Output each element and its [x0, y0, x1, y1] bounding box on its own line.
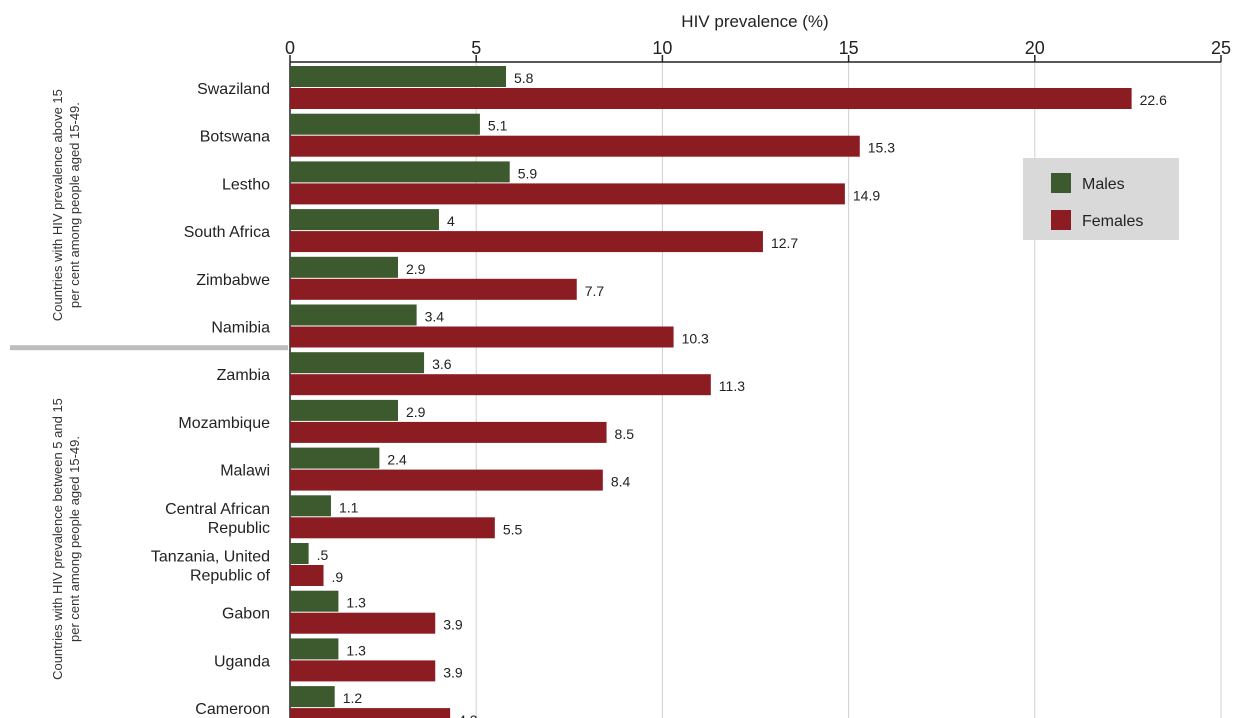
- x-tick-label-0: 0: [285, 38, 295, 58]
- value-label-botswana-males: 5.1: [488, 118, 508, 134]
- category-label-namibia: Namibia: [211, 320, 270, 337]
- bar-uganda-males: [290, 638, 339, 660]
- category-label-central-african-republic: Central African Republic: [165, 501, 270, 537]
- legend-label-males: Males: [1082, 176, 1125, 193]
- bar-tanzania-united-republic-of-females: [290, 565, 324, 586]
- value-label-namibia-females: 10.3: [682, 331, 709, 347]
- value-label-central-african-republic-males: 1.1: [339, 499, 359, 515]
- category-label-lestho: Lestho: [222, 176, 270, 193]
- bar-lestho-females: [290, 183, 845, 205]
- bar-botswana-males: [290, 113, 480, 135]
- value-label-malawi-females: 8.4: [611, 474, 631, 490]
- value-label-swaziland-females: 22.6: [1140, 92, 1167, 108]
- value-label-namibia-males: 3.4: [425, 309, 445, 325]
- bar-gabon-males: [290, 590, 339, 612]
- category-label-south-africa: South Africa: [184, 224, 270, 241]
- group-labels: Countries with HIV prevalence above 15 pe…: [10, 89, 288, 680]
- x-tick-label-20: 20: [1025, 38, 1045, 58]
- group-label-2: Countries with HIV prevalence between 5 …: [50, 398, 82, 680]
- value-label-gabon-males: 1.3: [346, 595, 366, 611]
- value-label-cameroon-males: 1.2: [343, 690, 363, 706]
- value-label-south-africa-males: 4: [447, 213, 455, 229]
- bar-central-african-republic-females: [290, 517, 495, 539]
- bar-mozambique-females: [290, 421, 607, 443]
- category-label-swaziland: Swaziland: [197, 81, 270, 98]
- value-label-tanzania-united-republic-of-females: .9: [332, 569, 344, 585]
- category-label-gabon: Gabon: [222, 606, 270, 623]
- bar-namibia-males: [290, 304, 417, 326]
- bar-namibia-females: [290, 326, 674, 348]
- bar-swaziland-males: [290, 66, 506, 87]
- value-label-lestho-males: 5.9: [518, 165, 538, 181]
- category-label-tanzania-united-republic-of: Tanzania, United Republic of: [151, 549, 271, 585]
- bar-tanzania-united-republic-of-males: [290, 543, 309, 564]
- x-tick-label-5: 5: [471, 38, 481, 58]
- legend-swatch-females: [1051, 210, 1071, 230]
- bar-botswana-females: [290, 135, 860, 157]
- bar-south-africa-males: [290, 209, 439, 231]
- value-label-uganda-females: 3.9: [443, 664, 463, 680]
- value-label-swaziland-males: 5.8: [514, 70, 534, 86]
- legend-swatch-males: [1051, 173, 1071, 193]
- bar-zambia-males: [290, 352, 425, 374]
- category-label-cameroon: Cameroon: [195, 701, 270, 718]
- category-labels: Swaziland Botswana Lestho South Africa Zimba…: [151, 81, 271, 718]
- bar-south-africa-females: [290, 231, 763, 253]
- bar-cameroon-males: [290, 686, 335, 708]
- bar-zambia-females: [290, 374, 711, 396]
- bar-malawi-females: [290, 469, 603, 491]
- value-label-tanzania-united-republic-of-males: .5: [317, 547, 329, 563]
- x-tick-label-25: 25: [1211, 38, 1231, 58]
- bar-swaziland-females: [290, 88, 1132, 109]
- category-label-mozambique: Mozambique: [178, 415, 270, 432]
- bar-uganda-females: [290, 660, 436, 682]
- category-label-malawi: Malawi: [220, 463, 270, 480]
- bar-central-african-republic-males: [290, 495, 331, 517]
- value-label-zambia-females: 11.3: [719, 378, 745, 394]
- group-separator: [10, 345, 288, 351]
- value-label-zimbabwe-females: 7.7: [585, 283, 605, 299]
- value-label-botswana-females: 15.3: [868, 140, 895, 156]
- legend-box: [1023, 158, 1179, 240]
- bar-malawi-males: [290, 447, 380, 469]
- value-label-mozambique-females: 8.5: [615, 426, 635, 442]
- value-label-uganda-males: 1.3: [346, 642, 366, 658]
- bar-lestho-males: [290, 161, 510, 183]
- value-label-zambia-males: 3.6: [432, 356, 452, 372]
- value-label-central-african-republic-females: 5.5: [503, 521, 523, 537]
- bar-zimbabwe-males: [290, 256, 398, 278]
- bar-gabon-females: [290, 612, 436, 634]
- bar-zimbabwe-females: [290, 278, 577, 300]
- category-label-botswana: Botswana: [200, 129, 270, 146]
- x-tick-label-15: 15: [839, 38, 859, 58]
- x-axis-title: HIV prevalence (%): [681, 12, 828, 31]
- value-label-mozambique-males: 2.9: [406, 404, 426, 420]
- x-tick-label-10: 10: [652, 38, 672, 58]
- category-label-uganda: Uganda: [214, 653, 270, 670]
- value-label-cameroon-females: 4.3: [458, 712, 478, 718]
- category-label-zambia: Zambia: [217, 367, 270, 384]
- value-label-zimbabwe-males: 2.9: [406, 261, 426, 277]
- group-label-1: Countries with HIV prevalence above 15 pe…: [50, 89, 82, 321]
- bars: 5.8 22.6 5.1 15.3 5.9 14.9 4 12.7 2.9 7.7 3.4 10.3 3…: [290, 66, 1167, 718]
- value-label-gabon-females: 3.9: [443, 617, 463, 633]
- bar-cameroon-females: [290, 708, 451, 718]
- value-label-south-africa-females: 12.7: [771, 235, 798, 251]
- legend-label-females: Females: [1082, 213, 1143, 230]
- value-label-malawi-males: 2.4: [387, 452, 407, 468]
- value-label-lestho-females: 14.9: [853, 187, 880, 203]
- legend: Males Females: [1023, 158, 1179, 240]
- category-label-zimbabwe: Zimbabwe: [196, 272, 270, 289]
- bar-mozambique-males: [290, 399, 398, 421]
